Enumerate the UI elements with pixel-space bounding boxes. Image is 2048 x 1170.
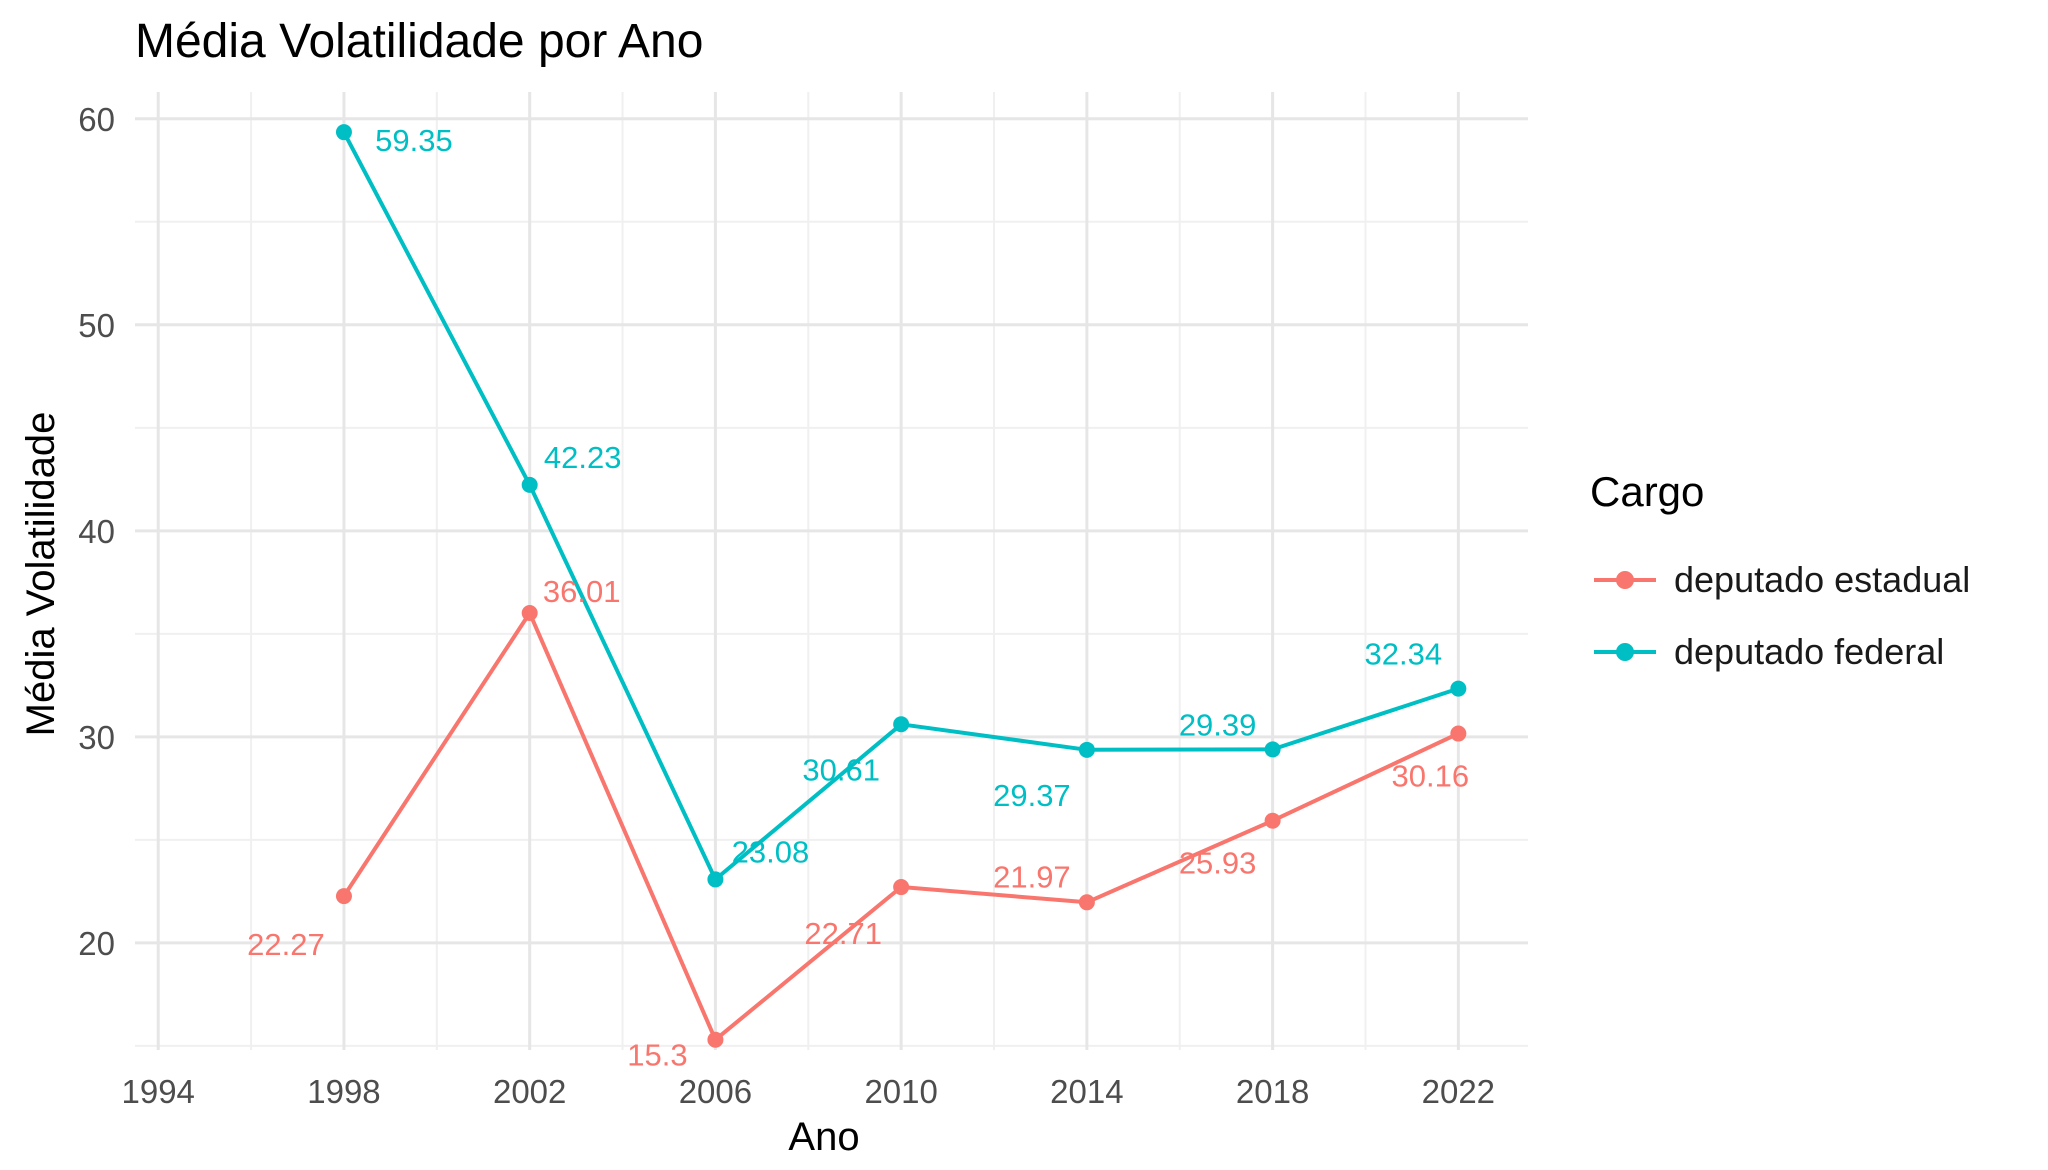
legend-key-estadual xyxy=(1590,565,1660,595)
legend-item-deputado-federal: deputado federal xyxy=(1590,616,1970,688)
data-label: 23.08 xyxy=(732,834,810,869)
legend-label: deputado estadual xyxy=(1674,559,1971,600)
legend-item-deputado-estadual: deputado estadual xyxy=(1590,544,1970,616)
chart-title: Média Volatilidade por Ano xyxy=(135,15,704,68)
x-tick-label: 2002 xyxy=(493,1073,566,1110)
data-label: 29.39 xyxy=(1179,707,1257,742)
data-point xyxy=(1450,725,1467,742)
data-point xyxy=(707,871,724,888)
data-label: 30.16 xyxy=(1392,759,1470,794)
data-point xyxy=(707,1031,724,1048)
data-point xyxy=(335,124,352,141)
x-tick-label: 2022 xyxy=(1422,1073,1495,1110)
data-label: 59.35 xyxy=(375,123,453,158)
data-label: 22.71 xyxy=(804,916,882,951)
x-tick-label: 2014 xyxy=(1050,1073,1123,1110)
y-tick-label: 50 xyxy=(78,307,115,344)
legend-title: Cargo xyxy=(1590,468,1705,515)
data-label: 32.34 xyxy=(1365,637,1443,672)
legend: Cargo deputado estadual deputado federal xyxy=(1590,468,1970,688)
legend-dot xyxy=(1616,643,1634,661)
legend-dot xyxy=(1616,571,1634,589)
x-tick-label: 1998 xyxy=(307,1073,380,1110)
x-tick-label: 2010 xyxy=(864,1073,937,1110)
legend-label: deputado federal xyxy=(1674,631,1945,672)
x-tick-label: 2006 xyxy=(679,1073,752,1110)
data-label: 21.97 xyxy=(993,859,1071,894)
data-label: 30.61 xyxy=(802,752,880,787)
y-axis-ticks: 20 30 40 50 60 xyxy=(78,101,115,962)
data-label: 29.37 xyxy=(993,778,1071,813)
y-axis-title: Média Volatilidade xyxy=(19,412,63,737)
series-points xyxy=(335,124,1467,1048)
data-label: 36.01 xyxy=(543,574,621,609)
data-label: 22.27 xyxy=(247,927,325,962)
data-point xyxy=(1264,812,1281,829)
data-point xyxy=(521,476,538,493)
y-tick-label: 20 xyxy=(78,925,115,962)
data-point xyxy=(1078,894,1095,911)
legend-key-federal xyxy=(1590,637,1660,667)
data-label: 25.93 xyxy=(1179,846,1257,881)
minor-gridlines xyxy=(135,92,1528,1050)
data-point xyxy=(893,716,910,733)
data-label: 42.23 xyxy=(544,440,622,475)
data-point xyxy=(1078,741,1095,758)
data-point xyxy=(1450,680,1467,697)
x-tick-label: 1994 xyxy=(122,1073,195,1110)
y-tick-label: 30 xyxy=(78,719,115,756)
x-axis-ticks: 1994 1998 2002 2006 2010 2014 2018 2022 xyxy=(122,1073,1496,1110)
data-labels: 22.27 36.01 15.3 22.71 21.97 25.93 30.16 59.35 4… xyxy=(247,123,1469,1073)
data-point xyxy=(521,605,538,622)
x-tick-label: 2018 xyxy=(1236,1073,1309,1110)
data-point xyxy=(335,888,352,905)
data-point xyxy=(1264,741,1281,758)
data-label: 15.3 xyxy=(627,1038,687,1073)
y-tick-label: 60 xyxy=(78,101,115,138)
y-tick-label: 40 xyxy=(78,513,115,550)
data-point xyxy=(893,879,910,896)
major-gridlines xyxy=(135,92,1528,1050)
x-axis-title: Ano xyxy=(788,1115,859,1159)
